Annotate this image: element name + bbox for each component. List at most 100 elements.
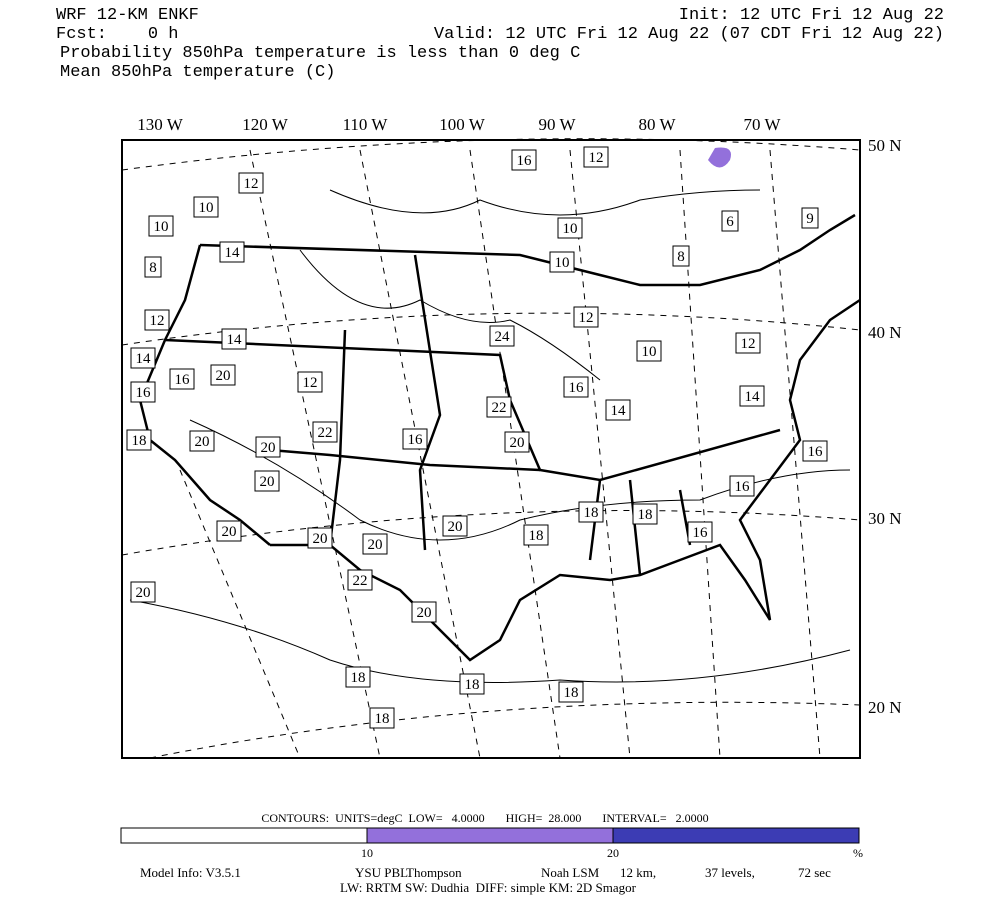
contour-label: 14 [136, 351, 152, 367]
footer-physics: LW: RRTM SW: Dudhia DIFF: simple KM: 2D … [340, 880, 637, 895]
contour-label: 18 [375, 711, 390, 727]
footer-res: 12 km, [620, 865, 656, 880]
contour-label-box [347, 569, 373, 591]
contour-label: 18 [564, 685, 579, 701]
contour-label-box [735, 332, 761, 354]
contour-label: 12 [303, 375, 318, 391]
field-shaded: Probability 850hPa temperature is less t… [60, 44, 580, 63]
forecast-hour: Fcst: 0 h [56, 25, 178, 44]
field-contour: Mean 850hPa temperature (C) [60, 63, 335, 82]
contour-label-box [189, 430, 215, 452]
contour-label-box [573, 306, 599, 328]
lon-label: 100 W [439, 115, 485, 134]
contour-label-box [216, 520, 242, 542]
footer-lsm: Noah LSM [541, 865, 600, 880]
contour-label-box [402, 428, 428, 450]
contour-label: 12 [589, 150, 604, 166]
contour-label: 22 [492, 400, 507, 416]
lat-label: 50 N [868, 136, 902, 155]
contour-label: 18 [529, 528, 544, 544]
lon-label: 130 W [137, 115, 183, 134]
contour-label-box [605, 399, 631, 421]
contour-label: 9 [806, 211, 814, 227]
contour-label: 12 [244, 176, 259, 192]
contour-labels: 16 12 12 10 10 10 6 9 14 8 10 8 12 12 24 14 10 12 14 16 20 12… [126, 146, 828, 729]
contour-label-box [489, 325, 515, 347]
colorbar-label: % [853, 846, 863, 860]
contour-label: 16 [136, 385, 152, 401]
contour-label-box [504, 431, 530, 453]
contour-label-box [130, 581, 156, 603]
contour-label-box [144, 309, 170, 331]
contour-label: 20 [261, 440, 276, 456]
contour-label-box [193, 196, 219, 218]
contour-label-box [802, 440, 828, 462]
lat-label: 40 N [868, 323, 902, 342]
contour-label-box [144, 256, 162, 278]
contour-label-box [312, 421, 338, 443]
contour-label: 6 [726, 214, 734, 230]
contour-label: 10 [154, 219, 169, 235]
contour-label-box [238, 172, 264, 194]
contour-label-box [130, 381, 156, 403]
contour-label-box [739, 385, 765, 407]
contour-label-box [254, 470, 280, 492]
contour-label-box [563, 376, 589, 398]
contour-label-box [169, 368, 195, 390]
contour-label: 14 [225, 245, 241, 261]
colorbar-label: 10 [361, 846, 373, 860]
contour-label: 14 [745, 389, 761, 405]
probability-area [708, 147, 731, 168]
contour-label: 8 [677, 249, 685, 265]
contour-label: 16 [735, 479, 751, 495]
contour-label-box [557, 217, 583, 239]
contour-label-box [219, 241, 245, 263]
contour-label: 16 [569, 380, 585, 396]
contour-label: 14 [227, 332, 243, 348]
contour-label: 10 [642, 344, 657, 360]
contour-label: 22 [318, 425, 333, 441]
contour-label: 20 [417, 605, 432, 621]
lat-label: 30 N [868, 509, 902, 528]
contour-label: 20 [195, 434, 210, 450]
contour-info: CONTOURS: UNITS=degC LOW= 4.0000 HIGH= 2… [261, 811, 708, 825]
contour-label: 20 [222, 524, 237, 540]
contour-label-box [583, 146, 609, 168]
contour-label: 16 [693, 525, 709, 541]
contour-label-box [687, 521, 713, 543]
contour-label: 20 [136, 585, 151, 601]
contour-label-box [442, 515, 468, 537]
contour-label: 20 [260, 474, 275, 490]
contour-label: 10 [563, 221, 578, 237]
valid-time: Valid: 12 UTC Fri 12 Aug 22 (07 CDT Fri … [434, 25, 944, 44]
contour-label: 20 [216, 368, 231, 384]
contour-label-box [148, 215, 174, 237]
contour-label-box [578, 501, 604, 523]
lon-label: 90 W [539, 115, 577, 134]
contour-label: 10 [555, 255, 570, 271]
map-frame [121, 139, 861, 759]
lat-labels: 50 N 40 N 30 N 20 N [868, 136, 902, 717]
contour-label-box [558, 681, 584, 703]
contour-label: 18 [465, 677, 480, 693]
contour-label-box [362, 533, 388, 555]
contour-label-box [307, 527, 333, 549]
contour-label: 18 [351, 670, 366, 686]
colorbar-segment [366, 827, 614, 844]
lon-label: 80 W [639, 115, 677, 134]
contour-label-box [297, 371, 323, 393]
contour-label-box [411, 601, 437, 623]
lon-label: 110 W [343, 115, 389, 134]
footer-mp: Thompson [406, 865, 462, 880]
contour-label-box [523, 524, 549, 546]
contour-label-box [486, 396, 512, 418]
lon-label: 120 W [242, 115, 288, 134]
contour-label: 16 [808, 444, 824, 460]
contour-label-box [632, 503, 658, 525]
contour-label: 14 [611, 403, 627, 419]
colorbar-segment [612, 827, 860, 844]
colorbar: 10 20 % [120, 827, 863, 860]
contour-label: 18 [584, 505, 599, 521]
contour-label-box [255, 436, 281, 458]
contour-label-box [721, 210, 739, 232]
